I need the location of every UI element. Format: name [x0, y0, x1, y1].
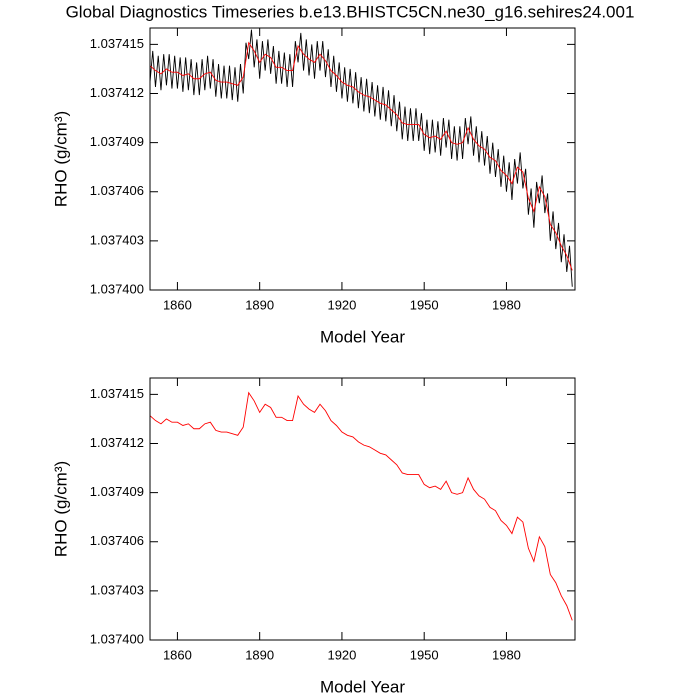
- y-tick-label: 1.037403: [90, 582, 144, 597]
- x-tick-label: 1980: [492, 297, 521, 312]
- x-tick-label: 1950: [410, 647, 439, 662]
- plot-frame: [149, 377, 576, 641]
- y-tick-label: 1.037406: [90, 533, 144, 548]
- y-tick-label: 1.037406: [90, 183, 144, 198]
- x-tick-label: 1920: [327, 647, 356, 662]
- y-tick-label: 1.037412: [90, 85, 144, 100]
- y-tick-label: 1.037415: [90, 386, 144, 401]
- x-tick-label: 1950: [410, 297, 439, 312]
- y-axis-label: RHO (g/cm³): [51, 461, 70, 557]
- line-series: [149, 29, 573, 287]
- x-tick-label: 1980: [492, 647, 521, 662]
- y-tick-label: 1.037400: [90, 631, 144, 646]
- x-axis-label: Model Year: [320, 677, 405, 696]
- x-tick-label: 1860: [163, 297, 192, 312]
- y-tick-label: 1.037412: [90, 435, 144, 450]
- y-tick-label: 1.037400: [90, 281, 144, 296]
- plot-frame: [149, 27, 576, 291]
- x-tick-label: 1890: [245, 297, 274, 312]
- x-tick-label: 1890: [245, 647, 274, 662]
- x-tick-label: 1860: [163, 647, 192, 662]
- y-tick-label: 1.037403: [90, 232, 144, 247]
- line-series: [149, 391, 573, 621]
- x-axis-label: Model Year: [320, 327, 405, 346]
- chart-title: Global Diagnostics Timeseries b.e13.BHIS…: [66, 2, 635, 21]
- x-tick-label: 1920: [327, 297, 356, 312]
- y-tick-label: 1.037409: [90, 484, 144, 499]
- y-tick-label: 1.037409: [90, 134, 144, 149]
- y-tick-label: 1.037415: [90, 36, 144, 51]
- line-series: [149, 41, 573, 271]
- y-axis-label: RHO (g/cm³): [51, 111, 70, 207]
